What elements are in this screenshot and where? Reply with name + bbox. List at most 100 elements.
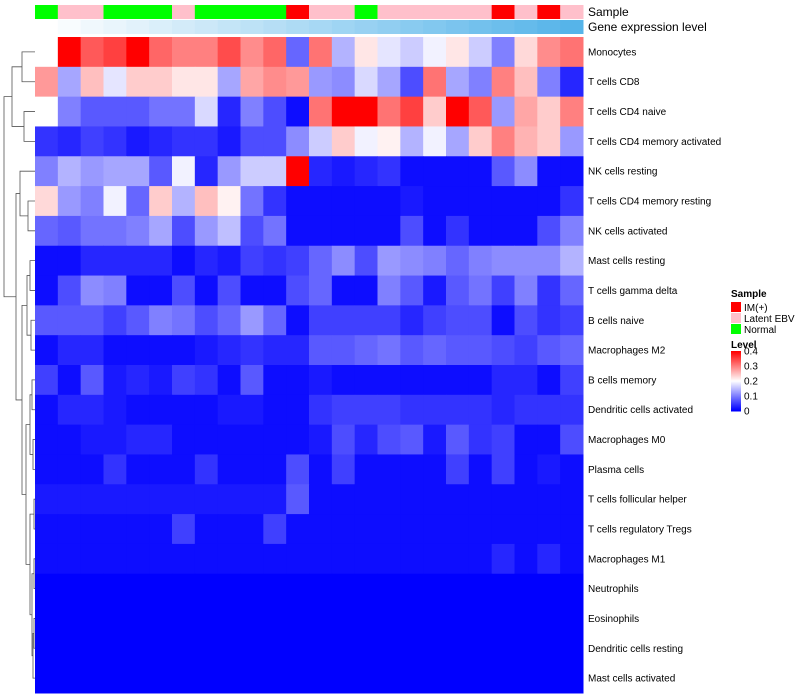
level-legend-gradient-step <box>731 374 741 376</box>
heatmap-cell <box>103 275 127 306</box>
heatmap-cell <box>468 663 493 694</box>
heatmap-cell <box>57 603 82 634</box>
heatmap-cell <box>537 454 561 485</box>
level-legend-gradient-step <box>731 355 741 357</box>
heatmap-cell <box>446 484 470 515</box>
heatmap-cell <box>172 96 196 127</box>
heatmap-cell <box>240 663 264 694</box>
dendrogram-branch <box>33 498 35 530</box>
heatmap-cell <box>263 335 287 366</box>
heatmap-cell <box>35 365 59 396</box>
sample-annotation-cell <box>57 5 82 19</box>
heatmap-cell <box>377 454 401 485</box>
heatmap-cell <box>263 514 287 545</box>
heatmap-cell <box>194 215 219 247</box>
level-legend-tick: 0.2 <box>744 377 758 388</box>
row-label: T cells CD8 <box>588 77 640 88</box>
heatmap-cell <box>240 275 264 306</box>
heatmap-cell <box>57 156 82 187</box>
heatmap-cell <box>286 543 310 575</box>
level-legend-tick: 0.3 <box>744 362 758 373</box>
heatmap-cell <box>400 126 424 157</box>
heatmap-cell <box>537 663 561 694</box>
heatmap-cell <box>194 275 219 306</box>
heatmap-cell <box>491 215 515 247</box>
heatmap-cell <box>331 305 356 336</box>
gene-expression-annotation-cell <box>468 20 493 34</box>
heatmap-cell <box>560 66 584 98</box>
heatmap-cell <box>35 126 59 157</box>
heatmap-cell <box>377 394 401 426</box>
heatmap-cell <box>354 156 378 187</box>
heatmap-cell <box>331 603 356 634</box>
heatmap-cell <box>80 215 104 247</box>
heatmap-cell <box>126 335 150 366</box>
sample-annotation-cell <box>217 5 241 19</box>
sample-annotation-cell <box>423 5 447 19</box>
heatmap-cell <box>263 543 287 575</box>
level-legend-gradient-step <box>731 389 741 391</box>
heatmap-cell <box>514 275 538 306</box>
heatmap-cell <box>263 633 287 664</box>
heatmap-cell <box>126 126 150 157</box>
sample-annotation-cell <box>194 5 219 19</box>
heatmap-cell <box>446 365 470 396</box>
heatmap-cell <box>354 37 378 68</box>
heatmap-cell <box>514 186 538 217</box>
level-legend-title: Level <box>731 340 757 351</box>
heatmap-cell <box>172 186 196 217</box>
sample-legend-swatch <box>731 313 741 323</box>
heatmap-cell <box>240 37 264 68</box>
gene-expression-annotation-cell <box>35 20 59 34</box>
heatmap-cell <box>35 394 59 426</box>
heatmap-cell <box>331 484 356 515</box>
heatmap-cell <box>491 245 515 277</box>
heatmap-cell <box>468 37 493 68</box>
level-legend-gradient-step <box>731 358 741 360</box>
heatmap-cell <box>423 66 447 98</box>
heatmap-cell <box>194 305 219 336</box>
heatmap-cell <box>537 126 561 157</box>
heatmap-cell <box>286 454 310 485</box>
heatmap-cell <box>103 365 127 396</box>
heatmap-cell <box>446 305 470 336</box>
heatmap-cell <box>172 603 196 634</box>
heatmap-cell <box>217 424 241 455</box>
row-label: B cells naive <box>588 316 645 327</box>
heatmap-cell <box>491 514 515 545</box>
heatmap-cell <box>126 573 150 605</box>
heatmap-cell <box>354 663 378 694</box>
heatmap-cell <box>400 573 424 605</box>
heatmap-cell <box>149 394 173 426</box>
heatmap-cell <box>423 603 447 634</box>
heatmap-cell <box>217 275 241 306</box>
heatmap-cell <box>468 454 493 485</box>
gene-expression-annotation-cell <box>286 20 310 34</box>
gene-expression-annotation-cell <box>537 20 561 34</box>
heatmap-cell <box>103 454 127 485</box>
level-legend-gradient-step <box>731 387 741 389</box>
heatmap-cell <box>400 186 424 217</box>
heatmap-cell <box>468 484 493 515</box>
heatmap-cell <box>149 514 173 545</box>
heatmap-cell <box>217 365 241 396</box>
level-legend-gradient-step <box>731 369 741 371</box>
heatmap-cell <box>35 245 59 277</box>
heatmap-cell <box>286 335 310 366</box>
heatmap-cell <box>103 603 127 634</box>
level-legend-gradient-step <box>731 362 741 364</box>
sample-annotation-cell <box>468 5 493 19</box>
heatmap-cell <box>491 275 515 306</box>
heatmap-cell <box>377 365 401 396</box>
row-label: T cells follicular helper <box>588 495 687 506</box>
heatmap-cell <box>263 37 287 68</box>
gene-expression-annotation-cell <box>263 20 287 34</box>
heatmap-cell <box>560 305 584 336</box>
heatmap-cell <box>491 424 515 455</box>
heatmap-cell <box>263 663 287 694</box>
heatmap-cell <box>491 454 515 485</box>
heatmap-cell <box>35 37 59 68</box>
heatmap-cell <box>35 66 59 98</box>
heatmap-cell <box>263 603 287 634</box>
heatmap-cell <box>354 96 378 127</box>
